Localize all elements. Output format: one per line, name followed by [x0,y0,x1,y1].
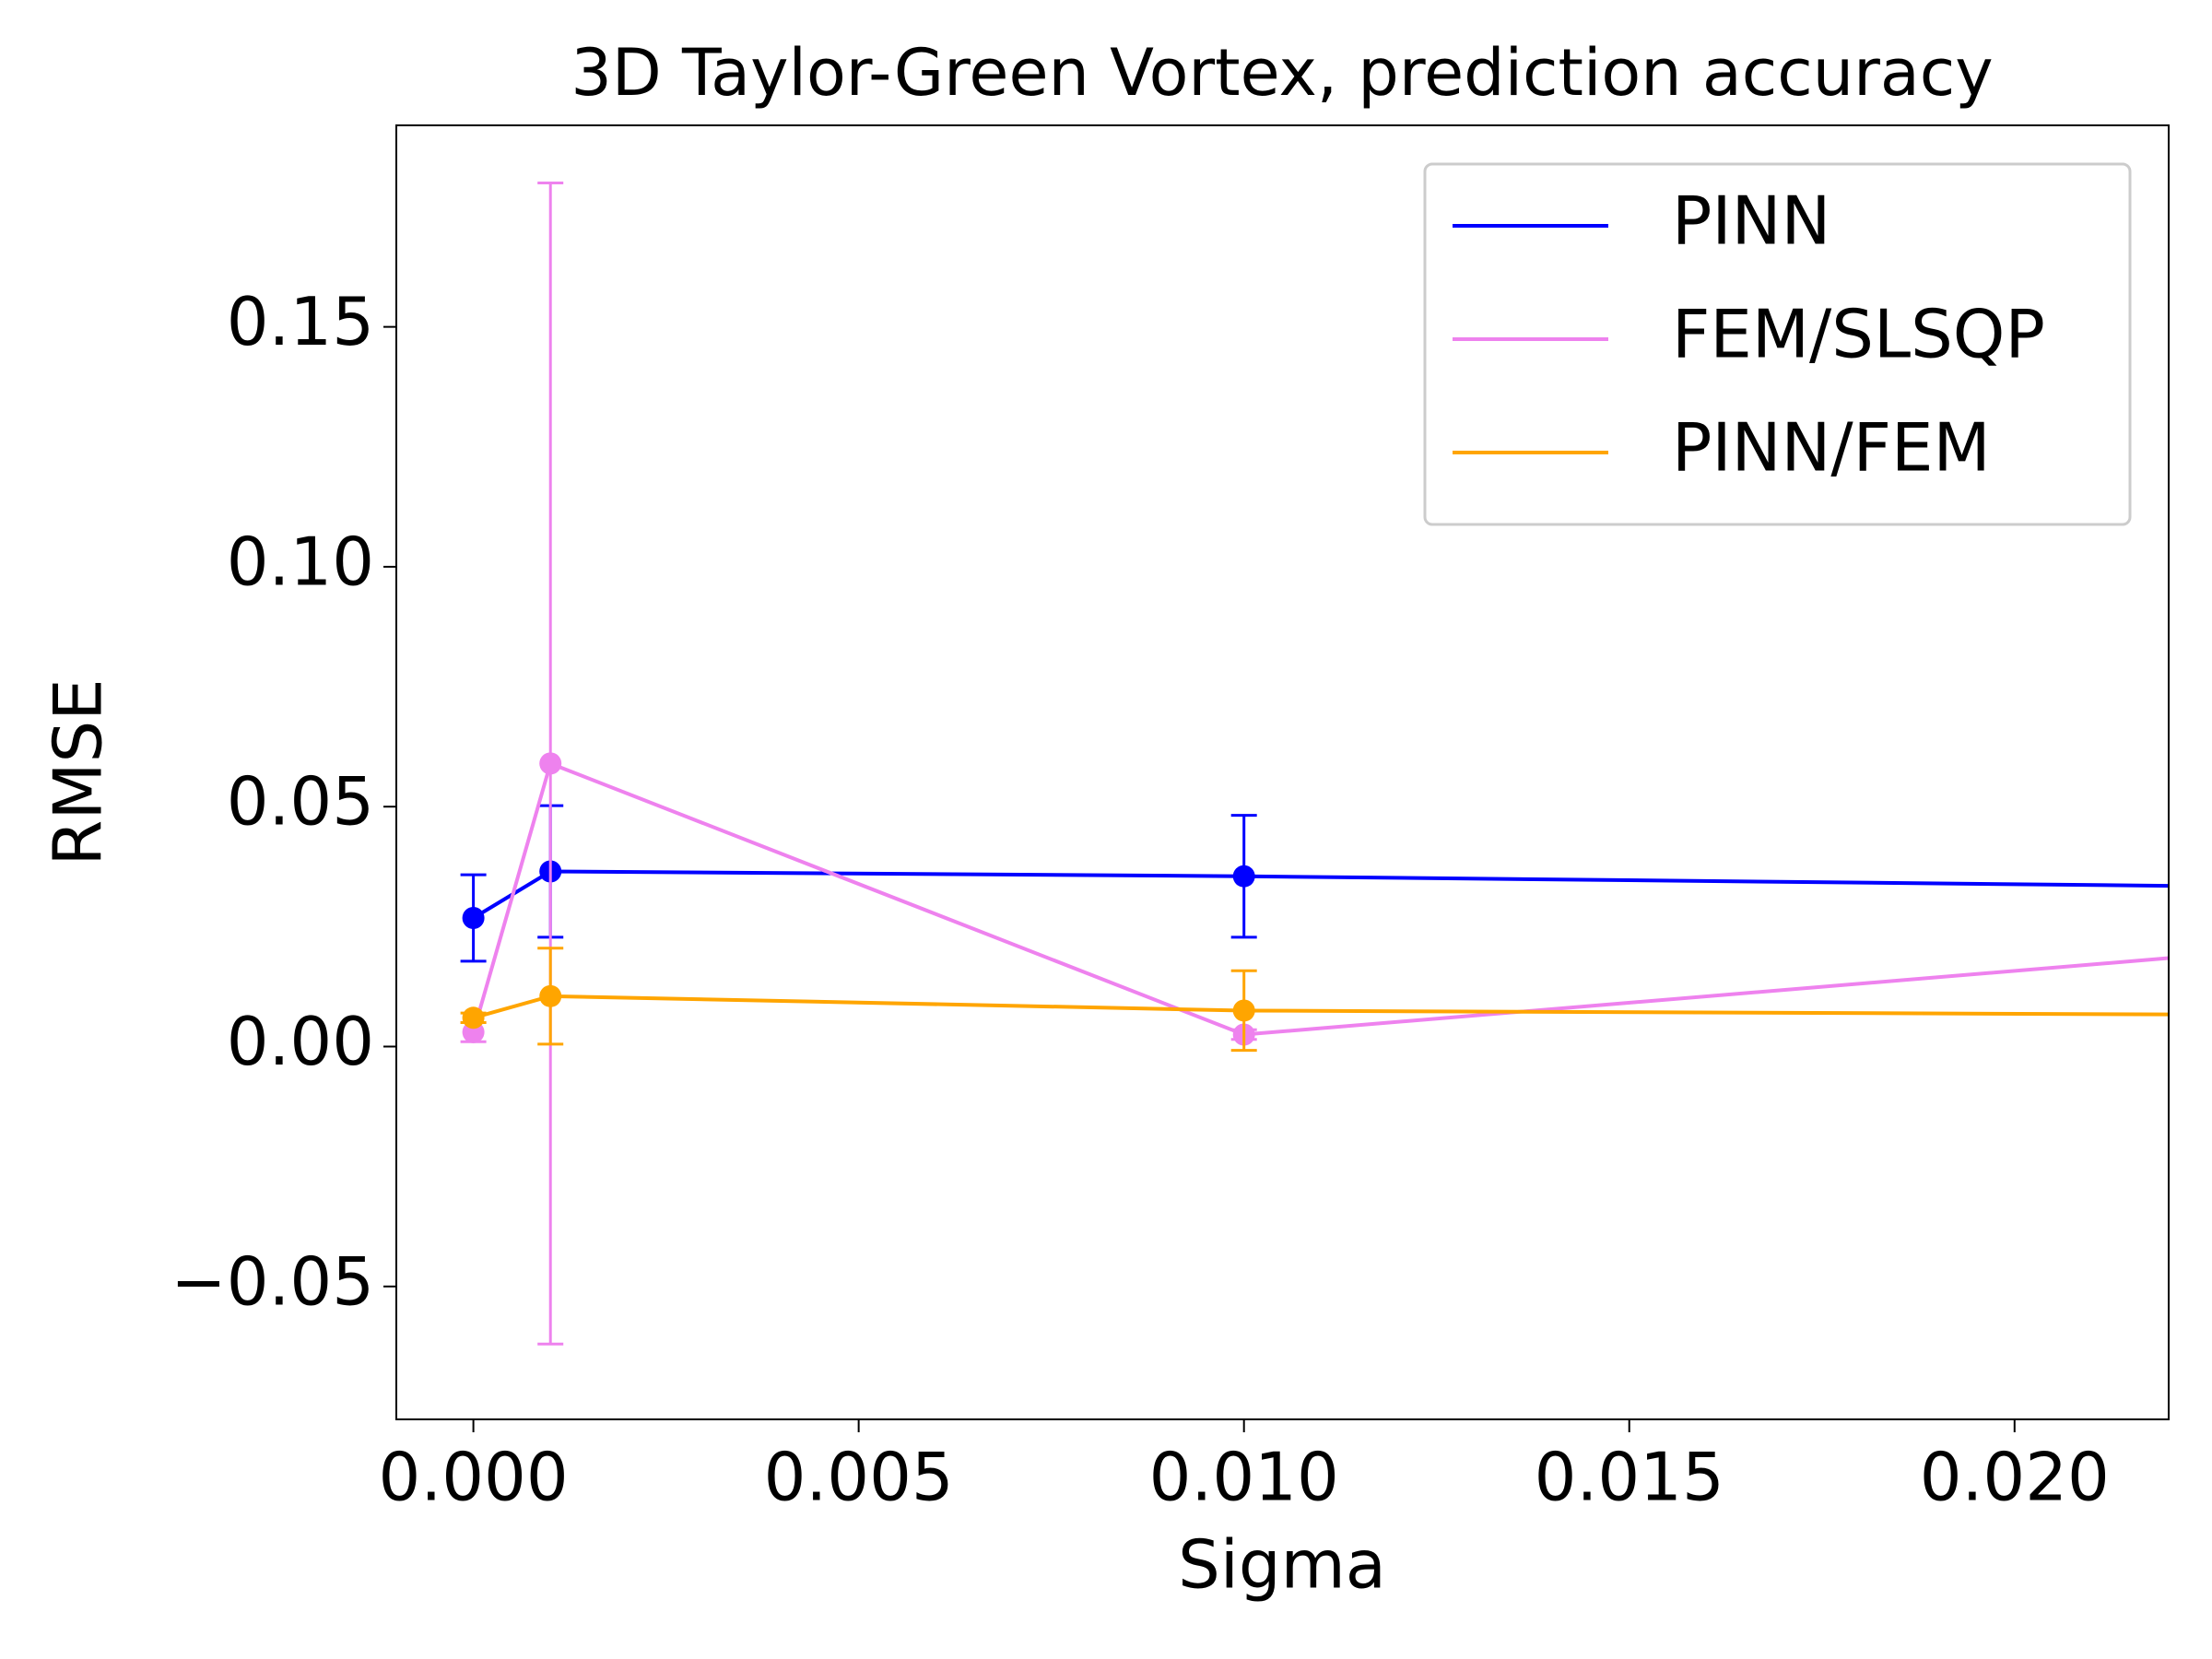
y-tick-label: 0.15 [227,283,374,360]
x-tick-label: 0.010 [1149,1439,1339,1516]
data-point [539,984,562,1007]
x-tick-label: 0.000 [379,1439,569,1516]
legend-label: PINN/FEM [1672,409,1991,487]
data-point [462,1006,485,1030]
chart-title: 3D Taylor-Green Vortex, prediction accur… [571,35,1993,111]
x-tick-label: 0.020 [1920,1439,2110,1516]
y-axis-label: RMSE [40,678,117,865]
y-tick-label: −0.05 [171,1242,374,1320]
data-point [1232,865,1255,888]
legend-label: PINN [1672,182,1830,260]
x-tick-label: 0.005 [764,1439,954,1516]
legend-box [1423,162,2132,526]
data-point [462,906,485,929]
x-axis-label: Sigma [1178,1526,1386,1604]
data-point [539,752,562,775]
plot-area [460,181,2169,1346]
series-line [473,994,2169,1020]
y-tick-label: 0.00 [227,1003,374,1080]
series-line [472,869,2169,920]
axes-frame [395,124,2170,1420]
x-tick-label: 0.015 [1535,1439,1724,1516]
y-tick-label: 0.05 [227,763,374,841]
y-tick-label: 0.10 [227,523,374,600]
data-point [1232,999,1255,1022]
legend-label: FEM/SLSQP [1672,296,2045,373]
series-line [471,760,2169,1037]
